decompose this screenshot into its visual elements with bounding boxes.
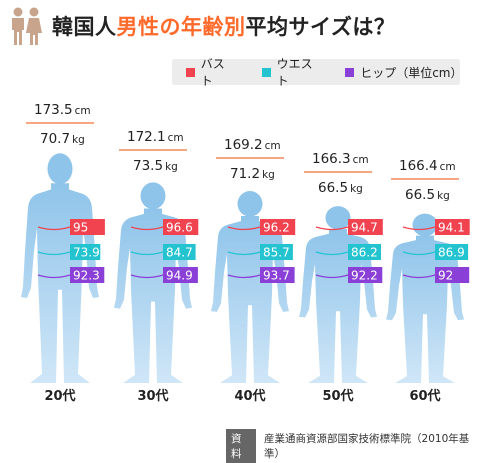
hip-value-1: 94.9	[166, 269, 193, 283]
legend-swatch-waist	[261, 67, 271, 77]
weight-label-3: 66.5 kg	[318, 180, 363, 196]
legend-label-bust: バスト	[200, 57, 225, 88]
bust-line-3	[315, 226, 349, 231]
weight-unit-0: kg	[72, 134, 85, 146]
hip-line-2	[227, 274, 261, 279]
legend-item-hip: ヒップ（単位cm）	[345, 64, 463, 81]
height-label-4: 166.4 cm	[399, 158, 456, 174]
source-text: 産業通商資源部国家技術標準院（2010年基準）	[264, 433, 470, 460]
hip-bar-2	[260, 267, 295, 283]
bust-bar-0	[70, 219, 105, 235]
hip-bar-0	[70, 267, 105, 283]
height-unit-2: cm	[265, 140, 281, 152]
hip-value-2: 93.7	[263, 269, 290, 283]
hip-bar-4	[435, 267, 470, 283]
weight-unit-3: kg	[350, 183, 363, 195]
bust-value-0: 95	[73, 221, 88, 235]
body-head-3	[325, 206, 351, 230]
hip-bar-3	[348, 267, 383, 283]
bust-bar-4	[435, 219, 470, 235]
waist-value-4: 86.9	[438, 246, 465, 260]
height-label-1: 172.1 cm	[127, 129, 184, 145]
bust-line-1	[130, 226, 164, 231]
category-label-1: 30代	[137, 388, 168, 404]
weight-label-2: 71.2 kg	[230, 166, 275, 182]
weight-label-4: 66.5 kg	[405, 187, 450, 203]
legend: バスト ウエスト ヒップ（単位cm）	[172, 57, 463, 88]
height-unit-3: cm	[353, 154, 369, 166]
weight-label-0: 70.7 kg	[40, 131, 85, 147]
bust-line-0	[37, 226, 71, 231]
category-label-0: 20代	[44, 388, 75, 404]
waist-value-3: 86.2	[351, 246, 378, 260]
category-label-3: 50代	[322, 388, 353, 404]
body-silhouette-0	[21, 183, 99, 383]
waist-value-0: 73.9	[73, 246, 100, 260]
waist-value-1: 84.7	[166, 246, 193, 260]
waist-bar-2	[260, 244, 293, 260]
bust-value-4: 94.1	[438, 221, 465, 235]
bust-line-4	[402, 226, 436, 231]
hip-line-1	[130, 274, 164, 279]
source-badge: 資料	[226, 429, 257, 463]
body-head-2	[237, 191, 263, 217]
waist-value-2: 85.7	[263, 246, 290, 260]
waist-line-1	[130, 251, 164, 256]
header: 韓国人男性の年齢別平均サイズは？	[8, 6, 395, 46]
weight-unit-2: kg	[262, 169, 275, 181]
waist-line-2	[227, 251, 261, 256]
bust-value-2: 96.2	[263, 221, 290, 235]
body-head-1	[140, 182, 166, 210]
legend-item-waist: ウエスト	[261, 55, 324, 89]
height-unit-4: cm	[440, 161, 456, 173]
body-head-4	[412, 213, 438, 237]
bust-line-2	[227, 226, 261, 231]
legend-swatch-hip	[345, 67, 355, 77]
legend-label-waist: ウエスト	[276, 57, 313, 88]
legend-swatch-bust	[186, 67, 195, 77]
weight-label-1: 73.5 kg	[133, 158, 178, 174]
hip-value-4: 92	[438, 269, 453, 283]
legend-item-bust: バスト	[186, 55, 236, 89]
hip-line-3	[315, 274, 349, 279]
bust-value-3: 94.7	[351, 221, 378, 235]
weight-unit-1: kg	[165, 161, 178, 173]
bust-value-1: 96.6	[166, 221, 193, 235]
category-label-4: 60代	[409, 388, 440, 404]
page-title: 韓国人男性の年齢別平均サイズは？	[52, 15, 396, 39]
source-note: 資料 産業通商資源部国家技術標準院（2010年基準）	[226, 429, 480, 463]
height-unit-1: cm	[168, 132, 184, 144]
waist-line-0	[37, 251, 71, 256]
body-silhouette-2	[211, 216, 289, 383]
weight-unit-4: kg	[437, 190, 450, 202]
waist-bar-1	[163, 244, 196, 260]
hip-line-0	[37, 274, 71, 279]
category-label-2: 40代	[234, 388, 265, 404]
height-unit-0: cm	[75, 105, 91, 117]
hip-value-0: 92.3	[73, 269, 100, 283]
waist-line-3	[315, 251, 349, 256]
hip-line-4	[402, 274, 436, 279]
waist-bar-0	[70, 244, 101, 260]
hip-value-3: 92.2	[351, 269, 378, 283]
bust-bar-3	[348, 219, 383, 235]
waist-bar-3	[348, 244, 381, 260]
bust-bar-1	[163, 219, 199, 235]
bust-bar-2	[260, 219, 296, 235]
hip-bar-1	[163, 267, 198, 283]
waist-bar-4	[435, 244, 469, 260]
chart-area: 173.5 cm 70.7 kg 95 73.9 92.3 20代 172.1 cm 73.5 kg 9…	[21, 102, 470, 404]
height-label-0: 173.5 cm	[34, 102, 91, 118]
legend-label-hip: ヒップ（単位cm）	[360, 65, 463, 80]
height-label-2: 169.2 cm	[224, 137, 281, 153]
couple-icon	[12, 7, 42, 45]
body-head-0	[47, 153, 73, 185]
height-label-3: 166.3 cm	[312, 151, 369, 167]
waist-line-4	[402, 251, 436, 256]
